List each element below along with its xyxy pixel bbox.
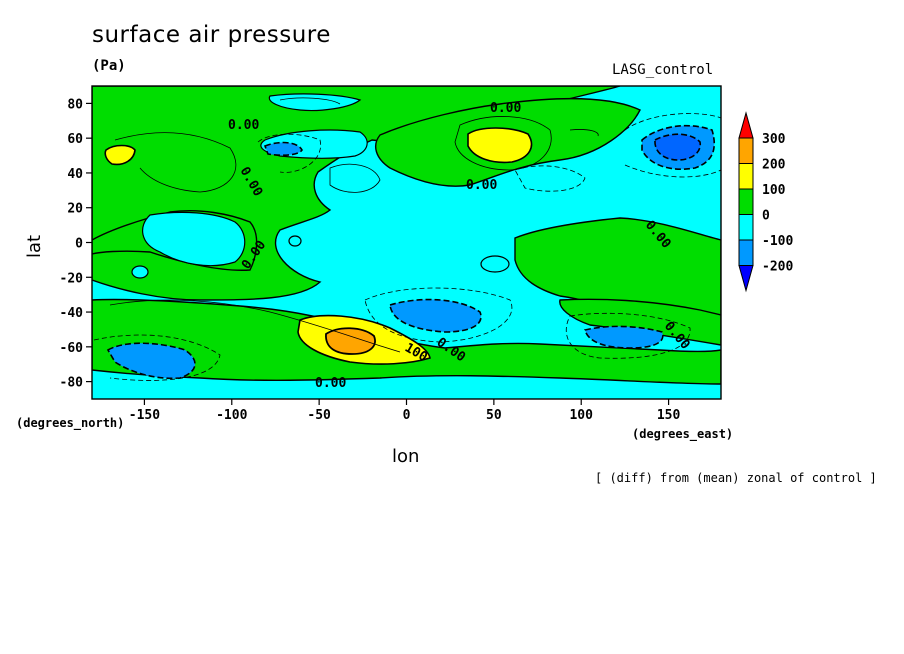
x-tick-label: 50 <box>486 408 502 423</box>
region-high-nw <box>104 144 136 166</box>
dashed-contour-lines <box>93 113 721 381</box>
region-strong-negative-sw <box>106 342 196 380</box>
units-label: (Pa) <box>92 58 126 74</box>
contour-label: 0.00 <box>315 376 346 391</box>
y-tick-label: 80 <box>67 97 83 112</box>
x-tick-label: -150 <box>129 408 160 423</box>
y-tick-label: 40 <box>67 167 83 182</box>
y-tick-label: 20 <box>67 202 83 217</box>
run-label: LASG_control <box>612 62 714 78</box>
region-strong-negative-north <box>263 141 303 156</box>
colorbar-band <box>738 188 754 215</box>
colorbar-over-arrow <box>738 111 754 139</box>
region-high-asia <box>467 127 533 164</box>
region-strong-negative-south <box>389 298 482 333</box>
region-negative-small-3 <box>480 255 510 273</box>
colorbar-label: 300 <box>762 132 786 147</box>
colorbar-label: 100 <box>762 183 786 198</box>
y-axis-label: lat <box>24 234 45 258</box>
region-negative-small-2 <box>131 265 149 279</box>
colorbar-band <box>738 137 754 164</box>
x-tick-label: -100 <box>216 408 247 423</box>
x-units-label: (degrees_east) <box>632 427 734 441</box>
x-axis: -150 -100 -50 0 50 100 150 <box>129 399 681 423</box>
y-axis: 80 60 40 20 0 -20 -40 -60 -80 <box>60 97 92 391</box>
colorbar-under-arrow <box>738 265 754 293</box>
contour-label: 0.00 <box>466 178 497 193</box>
region-negative-small-1 <box>288 235 302 247</box>
contour-label: 0.00 <box>228 118 259 133</box>
contour-label: 0.00 <box>490 101 521 116</box>
colorbar-label: 0 <box>762 209 770 224</box>
x-tick-label: 0 <box>403 408 411 423</box>
x-tick-label: 150 <box>657 408 681 423</box>
region-very-high <box>325 327 376 355</box>
y-tick-label: -60 <box>60 341 84 356</box>
y-tick-label: 0 <box>75 237 83 252</box>
colorbar-band <box>738 214 754 241</box>
strong-negative-regions <box>106 124 716 380</box>
note-label: [ (diff) from (mean) zonal of control ] <box>595 471 877 485</box>
x-tick-label: 100 <box>569 408 593 423</box>
colorbar-band <box>738 163 754 190</box>
chart-title: surface air pressure <box>92 22 331 48</box>
colorbar-band <box>738 239 754 266</box>
region-strong-negative-se <box>584 325 664 349</box>
colorbar-label: -200 <box>762 260 793 275</box>
colorbar-label: -100 <box>762 234 793 249</box>
y-units-label: (degrees_north) <box>16 416 125 430</box>
contour-lines <box>109 97 599 353</box>
x-tick-label: -50 <box>307 408 331 423</box>
colorbar-label: 200 <box>762 158 786 173</box>
y-tick-label: -20 <box>60 271 84 286</box>
region-strongest-negative <box>654 133 702 161</box>
x-axis-label: lon <box>392 446 420 467</box>
y-tick-label: -80 <box>60 376 84 391</box>
y-tick-label: 60 <box>67 132 83 147</box>
y-tick-label: -40 <box>60 306 84 321</box>
region-positive-southeast <box>559 298 721 346</box>
region-negative-pacific-north <box>142 211 246 267</box>
colorbar: 300 200 100 0 -100 -200 <box>738 111 793 293</box>
